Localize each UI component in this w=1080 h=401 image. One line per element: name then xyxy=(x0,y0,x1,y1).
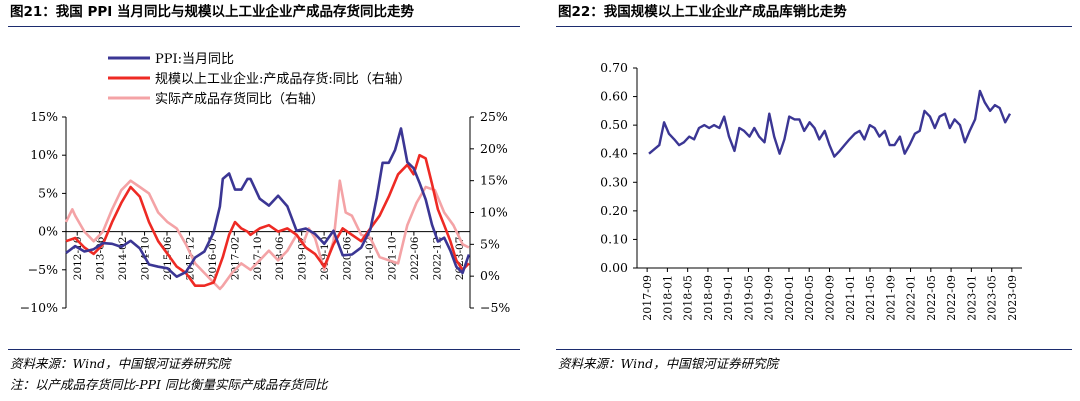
y-tick-label-right: 10% xyxy=(480,205,508,220)
y-tick-label-right-chart: 0.60 xyxy=(600,89,628,104)
x-tick-label-right-chart: 2022-01 xyxy=(905,275,918,321)
y-tick-label-right: 0% xyxy=(480,268,500,283)
x-tick-label-left: 2021-10 xyxy=(386,237,398,281)
y-tick-label-left: −10% xyxy=(20,300,58,315)
x-tick-label-right-chart: 2023-09 xyxy=(1006,275,1019,321)
y-tick-label-right: 25% xyxy=(480,109,508,124)
y-tick-label-left: 15% xyxy=(30,109,58,124)
x-tick-label-right-chart: 2020-05 xyxy=(803,275,816,321)
x-tick-label-right-chart: 2018-05 xyxy=(682,275,695,321)
x-tick-label-left: 2021-02 xyxy=(364,237,376,281)
source-rule-right xyxy=(556,349,1072,350)
source-text-left: 资料来源：Wind，中国银河证券研究院 xyxy=(10,356,231,371)
x-tick-label-right-chart: 2019-01 xyxy=(722,275,735,321)
note-text-left: 注：以产成品存货同比-PPI 同比衡量实际产成品存货同比 xyxy=(10,377,328,392)
x-tick-label-left: 2017-10 xyxy=(252,237,264,281)
y-tick-label-left: 0% xyxy=(38,224,58,239)
series-line-inventory-sales-ratio xyxy=(648,89,1012,158)
legend-label: 实际产成品存货同比（右轴） xyxy=(155,91,324,107)
x-tick-label-right-chart: 2018-09 xyxy=(702,275,715,321)
series-line-real-inventory xyxy=(64,179,470,291)
x-tick-label-right-chart: 2021-01 xyxy=(844,275,857,321)
x-tick-label-left: 2016-07 xyxy=(207,237,219,281)
x-tick-label-right-chart: 2023-05 xyxy=(986,275,999,321)
x-tick-label-right-chart: 2019-05 xyxy=(742,275,755,321)
x-tick-label-left: 2015-06 xyxy=(162,236,174,280)
x-tick-label-left: 2017-02 xyxy=(229,237,241,281)
source-rule-left xyxy=(8,349,520,350)
series-line-inventory xyxy=(65,153,470,288)
source-text-right: 资料来源：Wind，中国银河证券研究院 xyxy=(558,356,779,371)
x-tick-label-right-chart: 2019-09 xyxy=(763,275,776,321)
legend-label: 规模以上工业企业:产成品存货:同比（右轴） xyxy=(155,71,411,87)
y-tick-label-right-chart: 0.00 xyxy=(600,260,628,275)
y-tick-label-left: −5% xyxy=(28,262,58,277)
x-tick-label-left: 2020-06 xyxy=(342,236,354,280)
legend-label: PPI:当月同比 xyxy=(155,52,234,67)
y-tick-label-right-chart: 0.10 xyxy=(600,231,628,246)
x-tick-label-right-chart: 2018-01 xyxy=(661,275,674,321)
x-tick-label-right-chart: 2021-05 xyxy=(864,275,877,321)
y-tick-label-right-chart: 0.20 xyxy=(600,203,628,218)
title-rule-right xyxy=(556,26,1072,27)
x-tick-label-left: 2012-10 xyxy=(72,237,84,281)
chart-title-right: 图22：我国规模以上工业企业产成品库销比走势 xyxy=(558,4,847,20)
y-tick-label-right: 15% xyxy=(480,173,508,188)
x-tick-label-right-chart: 2017-09 xyxy=(641,275,654,321)
x-tick-label-left: 2019-10 xyxy=(319,237,331,281)
y-tick-label-right: 20% xyxy=(480,141,508,156)
x-tick-label-left: 2022-06 xyxy=(409,236,421,280)
y-tick-label-right: 5% xyxy=(480,236,500,251)
x-tick-label-right-chart: 2020-09 xyxy=(824,275,837,321)
x-tick-label-right-chart: 2023-01 xyxy=(965,275,978,321)
title-rule-left xyxy=(8,26,520,27)
chart-title-left: 图21：我国 PPI 当月同比与规模以上工业企业产成品存货同比走势 xyxy=(10,4,414,20)
series-line-ppi xyxy=(65,127,471,279)
x-tick-label-right-chart: 2020-01 xyxy=(783,275,796,321)
y-tick-label-left: 5% xyxy=(38,185,58,200)
y-tick-label-right-chart: 0.40 xyxy=(600,146,628,161)
x-tick-label-right-chart: 2021-09 xyxy=(884,275,897,321)
y-tick-label-right-chart: 0.70 xyxy=(600,60,628,75)
x-tick-label-right-chart: 2022-09 xyxy=(945,275,958,321)
y-tick-label-right: −5% xyxy=(480,300,510,315)
x-tick-label-left: 2022-12 xyxy=(431,237,443,281)
y-tick-label-right-chart: 0.50 xyxy=(600,117,628,132)
y-tick-label-left: 10% xyxy=(30,147,58,162)
x-tick-label-right-chart: 2022-05 xyxy=(925,275,938,321)
y-tick-label-right-chart: 0.30 xyxy=(600,174,628,189)
